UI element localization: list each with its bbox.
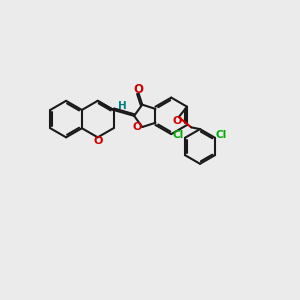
Text: Cl: Cl [216, 130, 227, 140]
Text: O: O [93, 136, 102, 146]
Text: O: O [133, 122, 142, 132]
Text: O: O [134, 83, 144, 96]
Text: O: O [172, 116, 182, 126]
Text: H: H [118, 101, 127, 111]
Text: Cl: Cl [173, 130, 184, 140]
